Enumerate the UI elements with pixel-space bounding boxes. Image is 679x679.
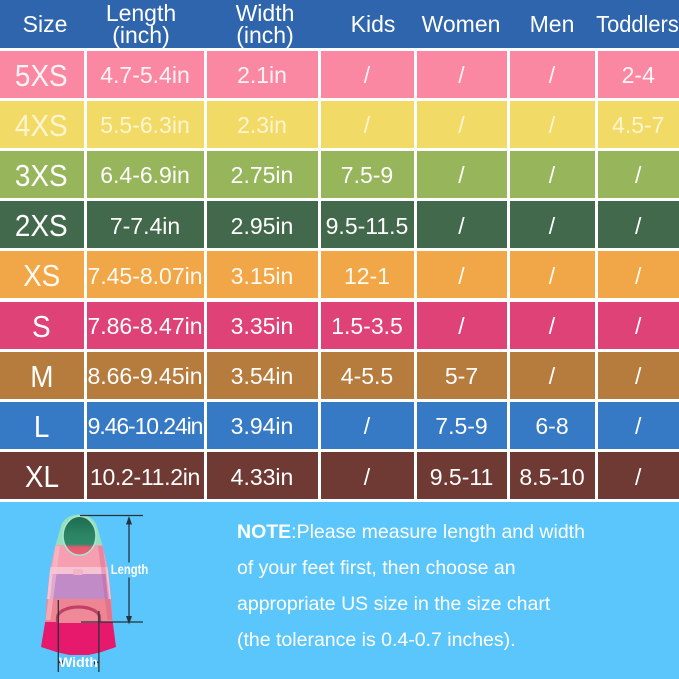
svg-text:Length: Length	[111, 561, 149, 577]
svg-text:Width: Width	[59, 654, 98, 670]
